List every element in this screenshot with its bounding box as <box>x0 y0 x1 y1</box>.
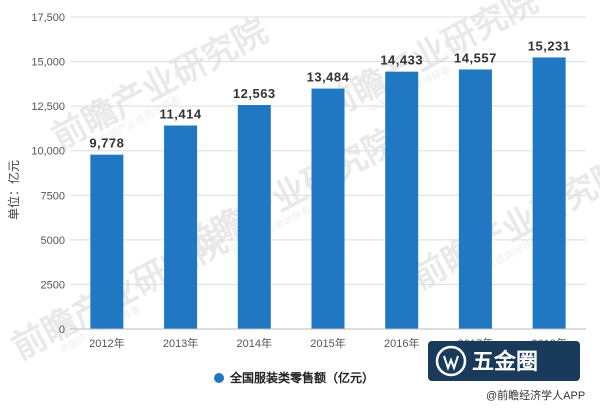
y-tick-label: 17,500 <box>31 12 65 24</box>
bar <box>385 71 419 329</box>
x-tick-label: 2016年 <box>384 336 419 350</box>
y-tick-label: 5000 <box>41 235 65 247</box>
logo-emblem-icon <box>435 345 467 377</box>
data-label: 11,414 <box>160 107 202 122</box>
legend-marker <box>214 373 224 383</box>
x-tick-label: 2015年 <box>310 336 345 350</box>
source-credit: @前瞻经济学人APP <box>486 388 585 402</box>
bar <box>458 69 492 329</box>
y-tick-label: 10,000 <box>31 146 65 158</box>
y-axis-label: 单位：亿元 <box>6 160 21 220</box>
watermark-text: 前瞻产业研究院 <box>405 151 600 297</box>
watermark-text: 前瞻产业研究院 <box>315 0 543 127</box>
y-tick-label: 12,500 <box>31 101 65 113</box>
bar <box>164 125 198 329</box>
logo-emblem-mark-icon <box>443 355 459 371</box>
legend: 全国服装类零售额（亿元） <box>214 370 374 385</box>
y-axis-ticks: 0 2500 5000 7500 10,000 12,500 15,000 17,500 <box>31 12 65 336</box>
y-tick-label: 15,000 <box>31 57 65 69</box>
data-label: 15,231 <box>528 38 571 53</box>
y-tick-label: 2500 <box>41 279 65 291</box>
legend-label: 全国服装类零售额（亿元） <box>229 370 374 385</box>
x-tick-label: 2013年 <box>163 336 198 350</box>
brand-logo: 五金圈 <box>428 341 580 381</box>
bar <box>311 88 345 329</box>
data-label: 14,433 <box>380 53 423 68</box>
y-tick-label: 7500 <box>41 190 65 202</box>
x-tick-label: 2014年 <box>237 336 272 350</box>
logo-text: 五金圈 <box>472 349 538 374</box>
data-label: 13,484 <box>307 70 350 85</box>
data-label: 14,557 <box>454 50 497 65</box>
data-label: 9,778 <box>89 136 124 151</box>
data-label: 12,563 <box>233 86 276 101</box>
bars-group <box>90 57 566 329</box>
bar <box>237 105 271 329</box>
y-tick-label: 0 <box>59 324 65 336</box>
logo-background <box>428 341 580 381</box>
x-tick-label: 2012年 <box>89 336 124 350</box>
data-labels-group: 9,778 11,414 12,563 13,484 14,433 14,557 15,23… <box>89 38 570 150</box>
watermark-text: 前瞻产业研究院 <box>175 121 403 267</box>
bar <box>90 154 124 329</box>
bar <box>532 57 566 329</box>
